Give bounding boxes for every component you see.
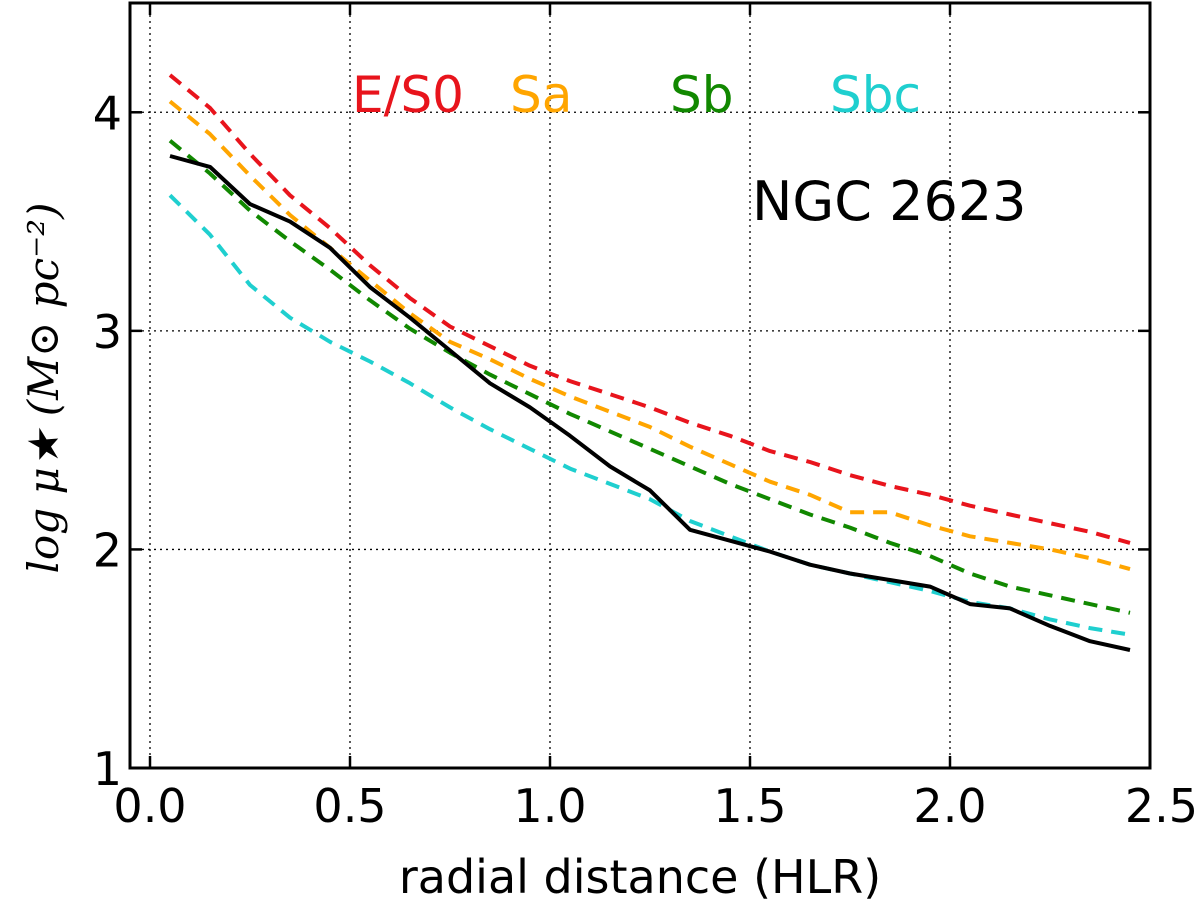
x-tick-label: 2.0 xyxy=(913,779,986,833)
legend-entry-sbc: Sbc xyxy=(830,66,921,124)
annotation-text: NGC 2623 xyxy=(752,170,1027,233)
x-tick-label: 0.0 xyxy=(113,779,186,833)
legend-entry-e-s0: E/S0 xyxy=(352,66,464,124)
x-axis-label: radial distance (HLR) xyxy=(399,850,881,903)
legend-entry-sb: Sb xyxy=(670,66,733,124)
x-tick-label: 0.5 xyxy=(313,779,386,833)
y-tick-label: 2 xyxy=(93,523,122,577)
x-tick-label: 2.5 xyxy=(1125,779,1198,833)
plot-frame xyxy=(128,1,1152,770)
series-group xyxy=(168,73,1131,652)
x-tick-label: 1.0 xyxy=(513,779,586,833)
y-axis-label: log μ★ (M⊙ pc⁻²) xyxy=(19,203,68,574)
y-tick-label: 1 xyxy=(93,742,122,796)
series-line-sbc xyxy=(168,193,1131,637)
grid-lines xyxy=(130,3,1151,769)
legend-entry-sa: Sa xyxy=(510,66,572,124)
x-tick-label: 1.5 xyxy=(713,779,786,833)
series-line-ngc-2623 xyxy=(169,154,1131,652)
y-tick-label: 4 xyxy=(93,86,122,140)
legend: E/S0 Sa Sb Sbc xyxy=(352,66,921,124)
y-tick-label: 3 xyxy=(93,305,122,359)
axis-ticks: 0.0 0.5 1.0 1.5 2.0 2.5 1 2 3 4 xyxy=(93,3,1198,833)
series-line-e-s0 xyxy=(168,73,1131,545)
